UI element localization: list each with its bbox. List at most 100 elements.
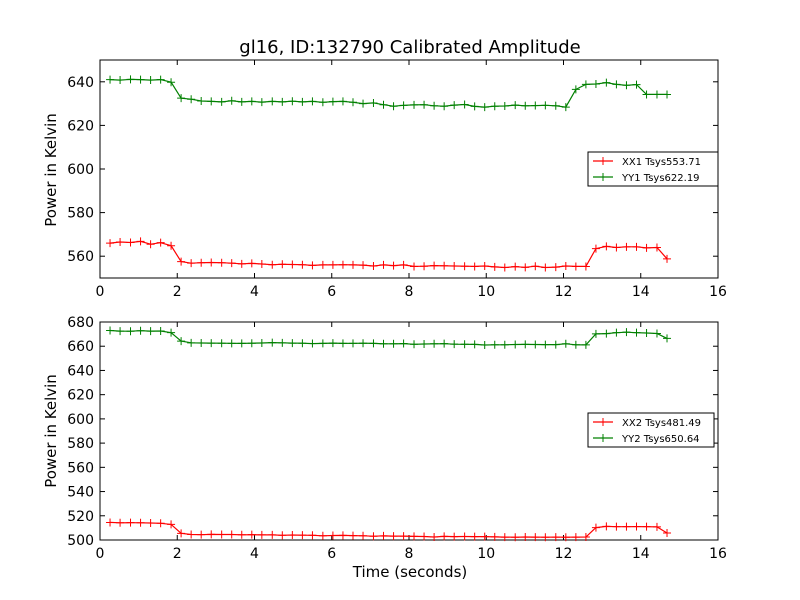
data-point — [450, 340, 459, 349]
data-point — [420, 100, 429, 109]
data-point — [268, 97, 277, 106]
x-tick-label: 4 — [250, 284, 259, 300]
chart-bottom: Power in Kelvin Time (seconds) 0 2 4 6 8 10 12… — [42, 315, 727, 581]
data-point — [410, 532, 419, 541]
data-point — [146, 76, 155, 85]
data-point — [460, 340, 469, 349]
data-point — [308, 261, 317, 270]
data-point — [399, 260, 408, 269]
legend-marker — [599, 418, 607, 426]
data-point — [511, 340, 520, 349]
data-point — [622, 81, 631, 90]
data-point — [410, 262, 419, 271]
data-point — [116, 76, 125, 85]
data-point — [237, 259, 246, 268]
data-point — [561, 533, 570, 542]
data-point — [420, 262, 429, 271]
data-point — [531, 101, 540, 110]
data-point — [257, 260, 266, 269]
data-point — [146, 240, 155, 249]
data-point — [338, 339, 347, 348]
data-point — [177, 529, 186, 538]
legend-label: XX1 Tsys553.71 — [622, 157, 701, 168]
x-tick-label: 0 — [96, 546, 105, 562]
data-point — [612, 328, 621, 337]
data-point — [622, 242, 631, 251]
data-point — [521, 263, 530, 272]
data-point — [369, 339, 378, 348]
data-point — [278, 531, 287, 540]
data-point — [389, 532, 398, 541]
data-point — [531, 340, 540, 349]
data-point — [480, 341, 489, 350]
data-point — [106, 518, 115, 527]
data-point — [247, 339, 256, 348]
data-point — [632, 522, 641, 531]
data-point — [652, 329, 661, 338]
data-point — [470, 102, 479, 111]
y-tick-label: 640 — [67, 75, 94, 91]
data-point — [318, 339, 327, 348]
data-point — [177, 337, 186, 346]
data-point — [581, 532, 590, 541]
data-point — [632, 242, 641, 251]
legend-label: YY1 Tsys622.19 — [621, 173, 700, 184]
data-point — [571, 340, 580, 349]
data-point — [278, 260, 287, 269]
x-tick-label: 16 — [709, 284, 727, 300]
data-point — [622, 522, 631, 531]
data-point — [197, 96, 206, 105]
data-point — [531, 262, 540, 271]
legend-box — [587, 412, 715, 448]
data-point — [531, 533, 540, 542]
data-point — [480, 103, 489, 112]
y-tick-label: 640 — [67, 363, 94, 379]
legend-marker — [599, 173, 607, 181]
data-point — [197, 338, 206, 347]
data-point — [642, 90, 651, 99]
data-point — [632, 80, 641, 89]
data-point — [470, 262, 479, 271]
data-point — [308, 531, 317, 540]
data-point — [136, 326, 145, 335]
data-point — [440, 102, 449, 111]
x-tick-label: 2 — [173, 284, 182, 300]
data-point — [511, 262, 520, 271]
data-point — [207, 97, 216, 106]
data-point — [581, 262, 590, 271]
data-point — [177, 94, 186, 103]
data-point — [247, 97, 256, 106]
data-point — [227, 530, 236, 539]
data-point — [511, 533, 520, 542]
data-point — [652, 243, 661, 252]
data-point — [318, 260, 327, 269]
data-point — [389, 261, 398, 270]
legend-marker — [599, 157, 607, 165]
x-tick-label: 0 — [96, 284, 105, 300]
data-point — [257, 338, 266, 347]
data-point — [440, 261, 449, 270]
data-point — [156, 326, 165, 335]
legend-box — [587, 151, 719, 187]
y-tick-label: 580 — [67, 436, 94, 452]
legend-label: XX2 Tsys481.49 — [622, 418, 701, 429]
data-point — [116, 238, 125, 247]
y-tick-label: 620 — [67, 118, 94, 134]
data-point — [136, 75, 145, 84]
data-point — [561, 339, 570, 348]
data-point — [247, 530, 256, 539]
data-point — [348, 260, 357, 269]
data-point — [369, 532, 378, 541]
x-tick-label: 6 — [327, 546, 336, 562]
x-tick-label: 14 — [632, 284, 650, 300]
data-point — [440, 532, 449, 541]
y-tick-label: 600 — [67, 162, 94, 178]
data-point — [106, 75, 115, 84]
x-tick-label: 16 — [709, 546, 727, 562]
data-point — [561, 103, 570, 112]
y-tick-label: 560 — [67, 249, 94, 265]
data-point — [328, 97, 337, 106]
legend-marker — [599, 434, 607, 442]
